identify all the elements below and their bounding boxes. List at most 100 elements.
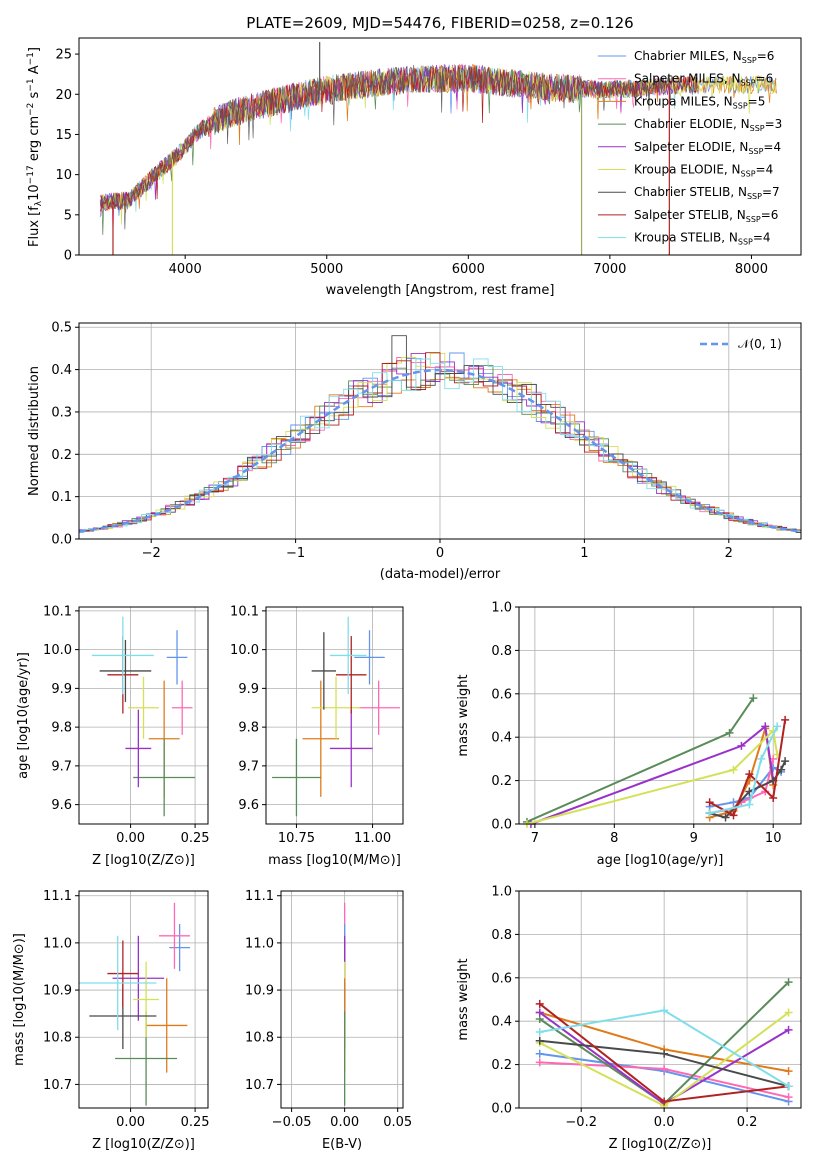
y-tick-label: 10.1 [43,604,72,619]
spectrum-legend-label: Chabrier ELODIE, NSSP=3 [634,117,782,133]
y-tick-label: 10.0 [230,643,259,658]
weight-age-series-line [526,728,779,825]
spectrum-panel: PLATE=2609, MJD=54476, FIBERID=0258, z=0… [26,14,802,298]
weight-metallicity-frame [518,890,802,1109]
age-mass-frame [265,606,404,825]
residual-legend: 𝒩(0, 1) [700,337,782,351]
weight-metallicity-marker [535,1008,544,1017]
y-tick-label: 9.8 [51,721,72,736]
weight-metallicity-marker [784,1008,793,1017]
mass-metallicity-xlabel: Z [log10(Z/Z⊙)] [92,1137,195,1152]
weight-metallicity-marker [535,999,544,1008]
x-tick-label: 10.75 [278,831,315,846]
y-tick-label: 10 [55,168,72,183]
y-tick-label: 11.0 [43,936,72,951]
y-tick-label: 0.2 [491,774,512,789]
weight-age-marker [769,793,778,802]
weight-age-marker [705,809,714,818]
age-mass-xlabel: mass [log10(M/M⊙)] [268,853,401,868]
y-tick-label: 0.6 [491,687,512,702]
y-tick-label: 0.4 [491,1015,512,1030]
y-tick-label: 0.3 [51,405,72,420]
mass-vs-extinction-panel: −0.05 0.00 0.05 10.7 10.8 10.9 11.0 11.1 E(B-V) [245,889,412,1152]
x-tick-label: 0.05 [383,1115,412,1130]
y-tick-label: 9.7 [51,759,72,774]
residual-histogram [79,358,801,534]
age-vs-mass-panel: 10.75 11.00 9.6 9.7 9.8 9.9 10.0 10.1 mass [log1… [230,604,404,868]
weight-age-marker [729,811,738,820]
spectrum-frame [78,37,802,256]
spectrum-title: PLATE=2609, MJD=54476, FIBERID=0258, z=0… [246,14,633,32]
y-tick-label: 9.9 [238,682,259,697]
spectrum-legend-label: Chabrier STELIB, NSSP=7 [634,185,780,201]
x-tick-label: 10 [765,831,782,846]
y-tick-label: 9.8 [238,721,259,736]
weight-metallicity-marker [660,1097,669,1106]
x-tick-label: 0.2 [737,1115,758,1130]
weight-vs-metallicity-panel: −0.2 0.0 0.2 0.0 0.2 0.4 0.6 0.8 1.0 Z [log10(Z/Z… [456,885,802,1152]
weight-age-marker [745,800,754,809]
normal-legend-label: 𝒩(0, 1) [738,337,782,351]
x-tick-label: 11.00 [354,831,391,846]
y-tick-label: 10.0 [43,643,72,658]
weight-age-xlabel: age [log10(age/yr)] [597,853,724,868]
weight-age-marker [721,813,730,822]
weight-metallicity-marker [660,1049,669,1058]
weight-metallicity-xlabel: Z [log10(Z/Z⊙)] [609,1137,712,1152]
spectrum-ylabel: Flux [fλ10−17 erg cm−2 s−1 A−1] [26,47,44,247]
y-tick-label: 9.7 [238,759,259,774]
x-tick-label: 0.00 [330,1115,359,1130]
spectrum-legend-label: Salpeter STELIB, NSSP=6 [634,208,778,224]
y-tick-label: 0.1 [51,490,72,505]
weight-age-series-line [530,724,775,825]
y-tick-label: 10.1 [230,604,259,619]
y-tick-label: 0.4 [491,731,512,746]
weight-age-marker [781,757,790,766]
spectrum-xlabel: wavelength [Angstrom, rest frame] [326,283,555,298]
y-tick-label: 1.0 [491,601,512,616]
spectrum-legend-label: Chabrier MILES, NSSP=6 [634,49,774,65]
y-tick-label: 9.6 [51,798,72,813]
x-tick-label: −0.2 [565,1115,597,1130]
weight-vs-age-panel: 7 8 9 10 0.0 0.2 0.4 0.6 0.8 1.0 age [log10(age/yr… [456,601,802,868]
x-tick-label: 1 [580,546,588,561]
weight-age-marker [737,741,746,750]
x-tick-label: 0.25 [181,1115,210,1130]
y-tick-label: 10.9 [245,984,274,999]
weight-age-marker [757,754,766,763]
x-tick-label: 2 [725,546,733,561]
y-tick-label: 11.1 [245,889,274,904]
residual-ylabel: Normed distribution [27,366,42,496]
y-tick-label: 0.0 [491,1102,512,1117]
x-tick-label: 0.0 [654,1115,675,1130]
spectrum-legend-label: Salpeter ELODIE, NSSP=4 [634,140,781,156]
age-vs-metallicity-panel: 0.00 0.25 9.6 9.7 9.8 9.9 10.0 10.1 Z [log10(Z/Z… [16,604,210,868]
mass-extinction-frame [280,890,404,1109]
weight-age-marker [773,722,782,731]
y-tick-label: 0.8 [491,928,512,943]
spectrum-legend-label: Kroupa STELIB, NSSP=4 [634,231,771,247]
weight-age-marker [705,798,714,807]
y-tick-label: 10.8 [245,1031,274,1046]
x-tick-label: −1 [286,546,305,561]
mass-metallicity-ylabel: mass [log10(M/M⊙)] [12,933,27,1066]
age-metallicity-ylabel: age [log10(age/yr)] [16,652,31,779]
weight-age-marker [725,728,734,737]
mass-metallicity-frame [78,890,209,1109]
mass-extinction-xlabel: E(B-V) [322,1137,362,1152]
weight-metallicity-marker [535,1028,544,1037]
weight-metallicity-marker [660,1006,669,1015]
weight-age-frame [518,606,802,825]
mass-vs-metallicity-panel: 0.00 0.25 10.7 10.8 10.9 11.0 11.1 Z [log10(Z/Z… [12,889,210,1152]
age-metallicity-frame [78,606,209,825]
y-tick-label: 15 [55,128,72,143]
x-tick-label: 0.00 [116,1115,145,1130]
weight-metallicity-marker [784,1025,793,1034]
y-tick-label: 0.2 [51,448,72,463]
x-tick-label: 5000 [310,262,343,277]
y-tick-label: 0.8 [491,644,512,659]
y-tick-label: 0.6 [491,971,512,986]
x-tick-label: −2 [142,546,161,561]
weight-metallicity-marker [784,1082,793,1091]
